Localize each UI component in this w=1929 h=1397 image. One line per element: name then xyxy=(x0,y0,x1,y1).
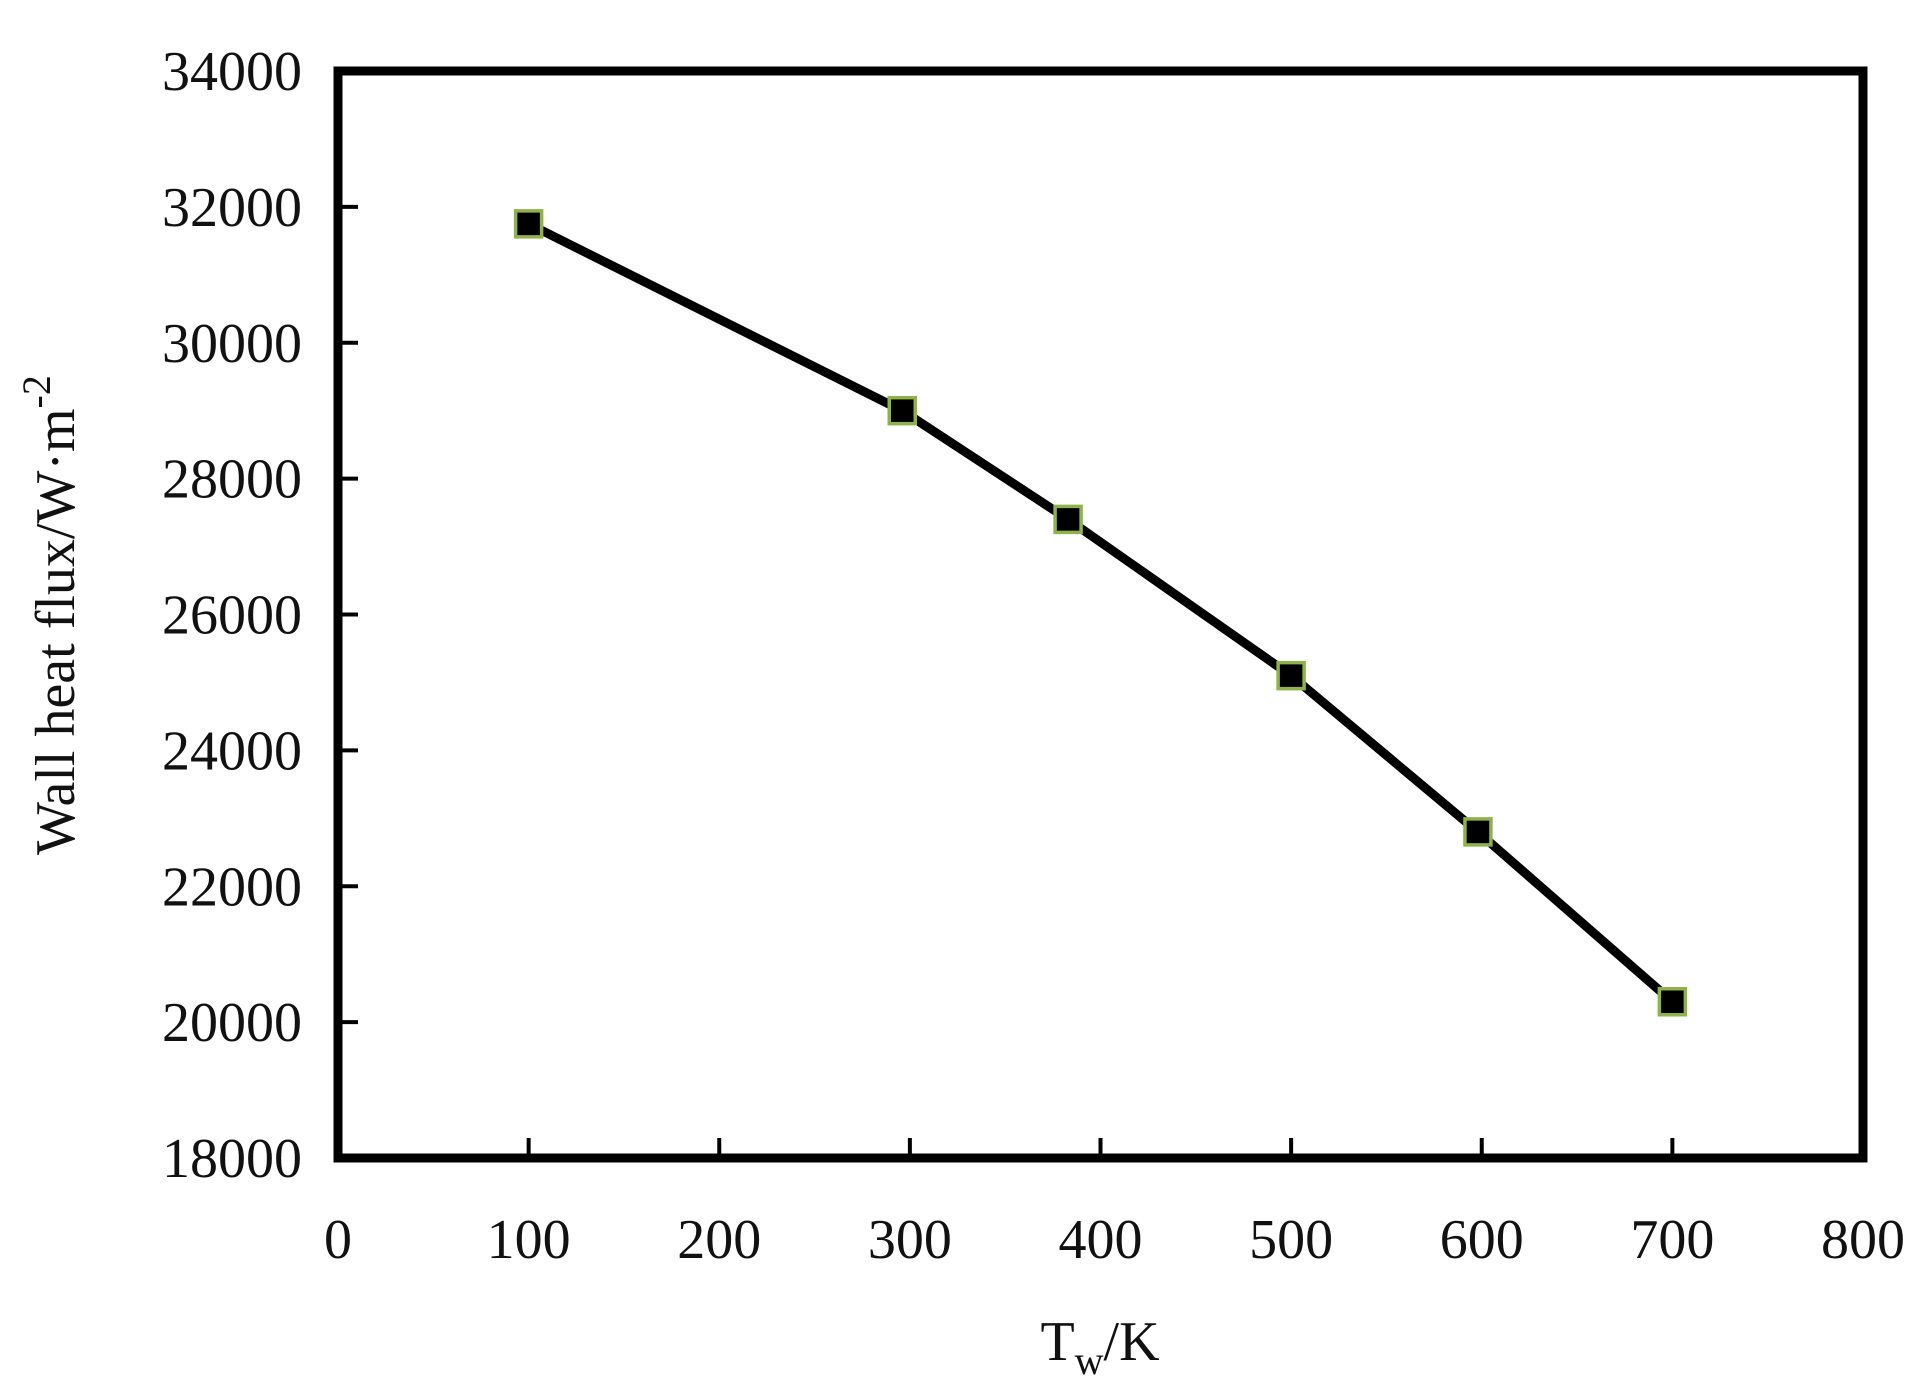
x-tick-label-0: 0 xyxy=(324,1209,352,1271)
x-tick-label-6: 600 xyxy=(1440,1209,1524,1271)
x-tick-label-5: 500 xyxy=(1249,1209,1333,1271)
x-tick-label-8: 800 xyxy=(1821,1209,1905,1271)
x-tick-label-1: 100 xyxy=(487,1209,571,1271)
y-axis-label-superscript: -2 xyxy=(14,375,59,408)
y-tick-label-2: 22000 xyxy=(162,856,302,918)
y-tick-label-7: 32000 xyxy=(162,177,302,239)
series-markers xyxy=(513,209,1688,1017)
data-point-5 xyxy=(1657,986,1688,1017)
y-axis-label: Wall heat flux/W·m-2 xyxy=(14,375,87,855)
x-tick-label-3: 300 xyxy=(868,1209,952,1271)
x-axis-label-subscript: w xyxy=(1075,1338,1104,1383)
data-point-0 xyxy=(513,209,544,239)
y-tick-label-6: 30000 xyxy=(162,313,302,375)
series-line xyxy=(524,219,1677,1007)
data-point-2 xyxy=(1053,504,1083,535)
y-axis-label-main: Wall heat flux/W·m xyxy=(25,408,87,854)
x-axis-tick-labels: 0 100 200 300 400 500 600 700 800 xyxy=(324,1209,1905,1271)
y-tick-label-3: 24000 xyxy=(162,720,302,782)
x-axis-label-main: T xyxy=(1040,1311,1074,1373)
x-axis-label: Tw/K xyxy=(1040,1311,1159,1383)
y-tick-label-4: 26000 xyxy=(162,585,302,647)
data-point-1 xyxy=(887,395,917,426)
y-tick-label-8: 34000 xyxy=(162,41,302,103)
y-axis-tick-labels: 18000 20000 22000 24000 26000 28000 30000 32000… xyxy=(162,41,302,1190)
data-point-3 xyxy=(1276,660,1306,691)
y-tick-label-0: 18000 xyxy=(162,1128,302,1190)
x-axis-label-rest: /K xyxy=(1104,1311,1160,1373)
x-tick-label-4: 400 xyxy=(1059,1209,1143,1271)
x-tick-label-2: 200 xyxy=(677,1209,761,1271)
data-point-4 xyxy=(1463,817,1493,847)
x-tick-label-7: 700 xyxy=(1630,1209,1714,1271)
plot-frame xyxy=(333,66,1868,1163)
y-tick-label-5: 28000 xyxy=(162,449,302,511)
y-tick-label-1: 20000 xyxy=(162,992,302,1054)
